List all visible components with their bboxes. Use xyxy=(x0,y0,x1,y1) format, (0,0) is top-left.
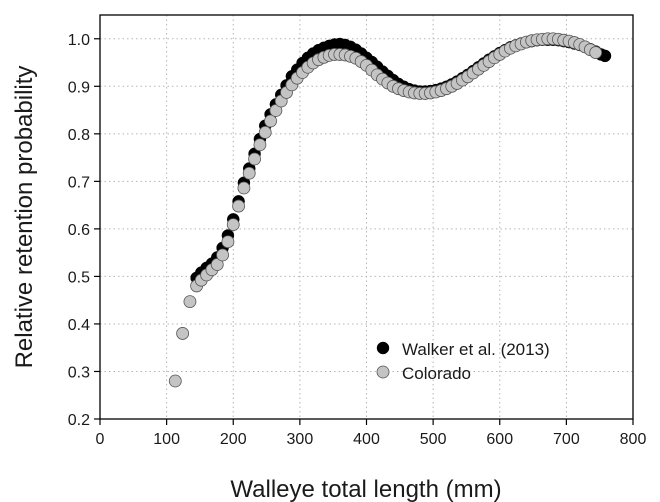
x-tick-label: 800 xyxy=(620,431,647,448)
colorado-point xyxy=(183,295,197,309)
y-tick-label: 0.9 xyxy=(68,79,90,96)
x-tick-label: 400 xyxy=(353,431,380,448)
y-tick-label: 0.7 xyxy=(68,174,90,191)
colorado-point xyxy=(168,374,182,388)
plot-frame xyxy=(99,14,634,420)
legend-marker-colorado xyxy=(376,365,390,379)
y-tick-label: 0.3 xyxy=(68,364,90,381)
colorado-point xyxy=(242,166,256,180)
colorado-point xyxy=(258,125,272,139)
x-tick-label: 100 xyxy=(153,431,180,448)
y-tick-label: 0.5 xyxy=(68,269,90,286)
x-tick-label: 700 xyxy=(553,431,580,448)
colorado-point xyxy=(221,235,235,249)
colorado-point xyxy=(253,138,267,152)
y-axis: 0.2 0.3 0.4 0.5 0.6 0.7 0.8 0.9 1.0 xyxy=(68,32,100,429)
legend-label-walker: Walker et al. (2013) xyxy=(402,340,550,359)
colorado-point xyxy=(226,218,240,232)
y-tick-label: 0.2 xyxy=(68,412,90,429)
legend-label-colorado: Colorado xyxy=(402,364,471,383)
x-tick-label: 200 xyxy=(220,431,247,448)
x-tick-label: 600 xyxy=(486,431,513,448)
colorado-point xyxy=(264,114,277,128)
colorado-point xyxy=(176,327,190,340)
data-points xyxy=(168,32,612,388)
colorado-point xyxy=(589,46,603,59)
y-tick-label: 0.6 xyxy=(68,222,90,239)
y-tick-label: 1.0 xyxy=(68,32,90,49)
x-tick-label: 300 xyxy=(287,431,314,448)
y-tick-label: 0.8 xyxy=(68,127,90,144)
grid-lines xyxy=(100,15,633,419)
x-axis: 0 100 200 300 400 500 600 700 800 xyxy=(96,419,647,448)
colorado-point xyxy=(216,248,229,262)
x-axis-label: Walleye total length (mm) xyxy=(230,476,501,502)
y-tick-label: 0.4 xyxy=(68,317,90,334)
x-tick-label: 0 xyxy=(96,431,105,448)
colorado-point xyxy=(237,181,251,195)
colorado-point xyxy=(232,199,245,213)
legend: Walker et al. (2013) Colorado xyxy=(376,340,550,383)
y-axis-label: Relative retention probability xyxy=(11,66,38,369)
legend-marker-walker xyxy=(376,341,390,355)
x-tick-label: 500 xyxy=(420,431,447,448)
colorado-point xyxy=(248,152,261,166)
